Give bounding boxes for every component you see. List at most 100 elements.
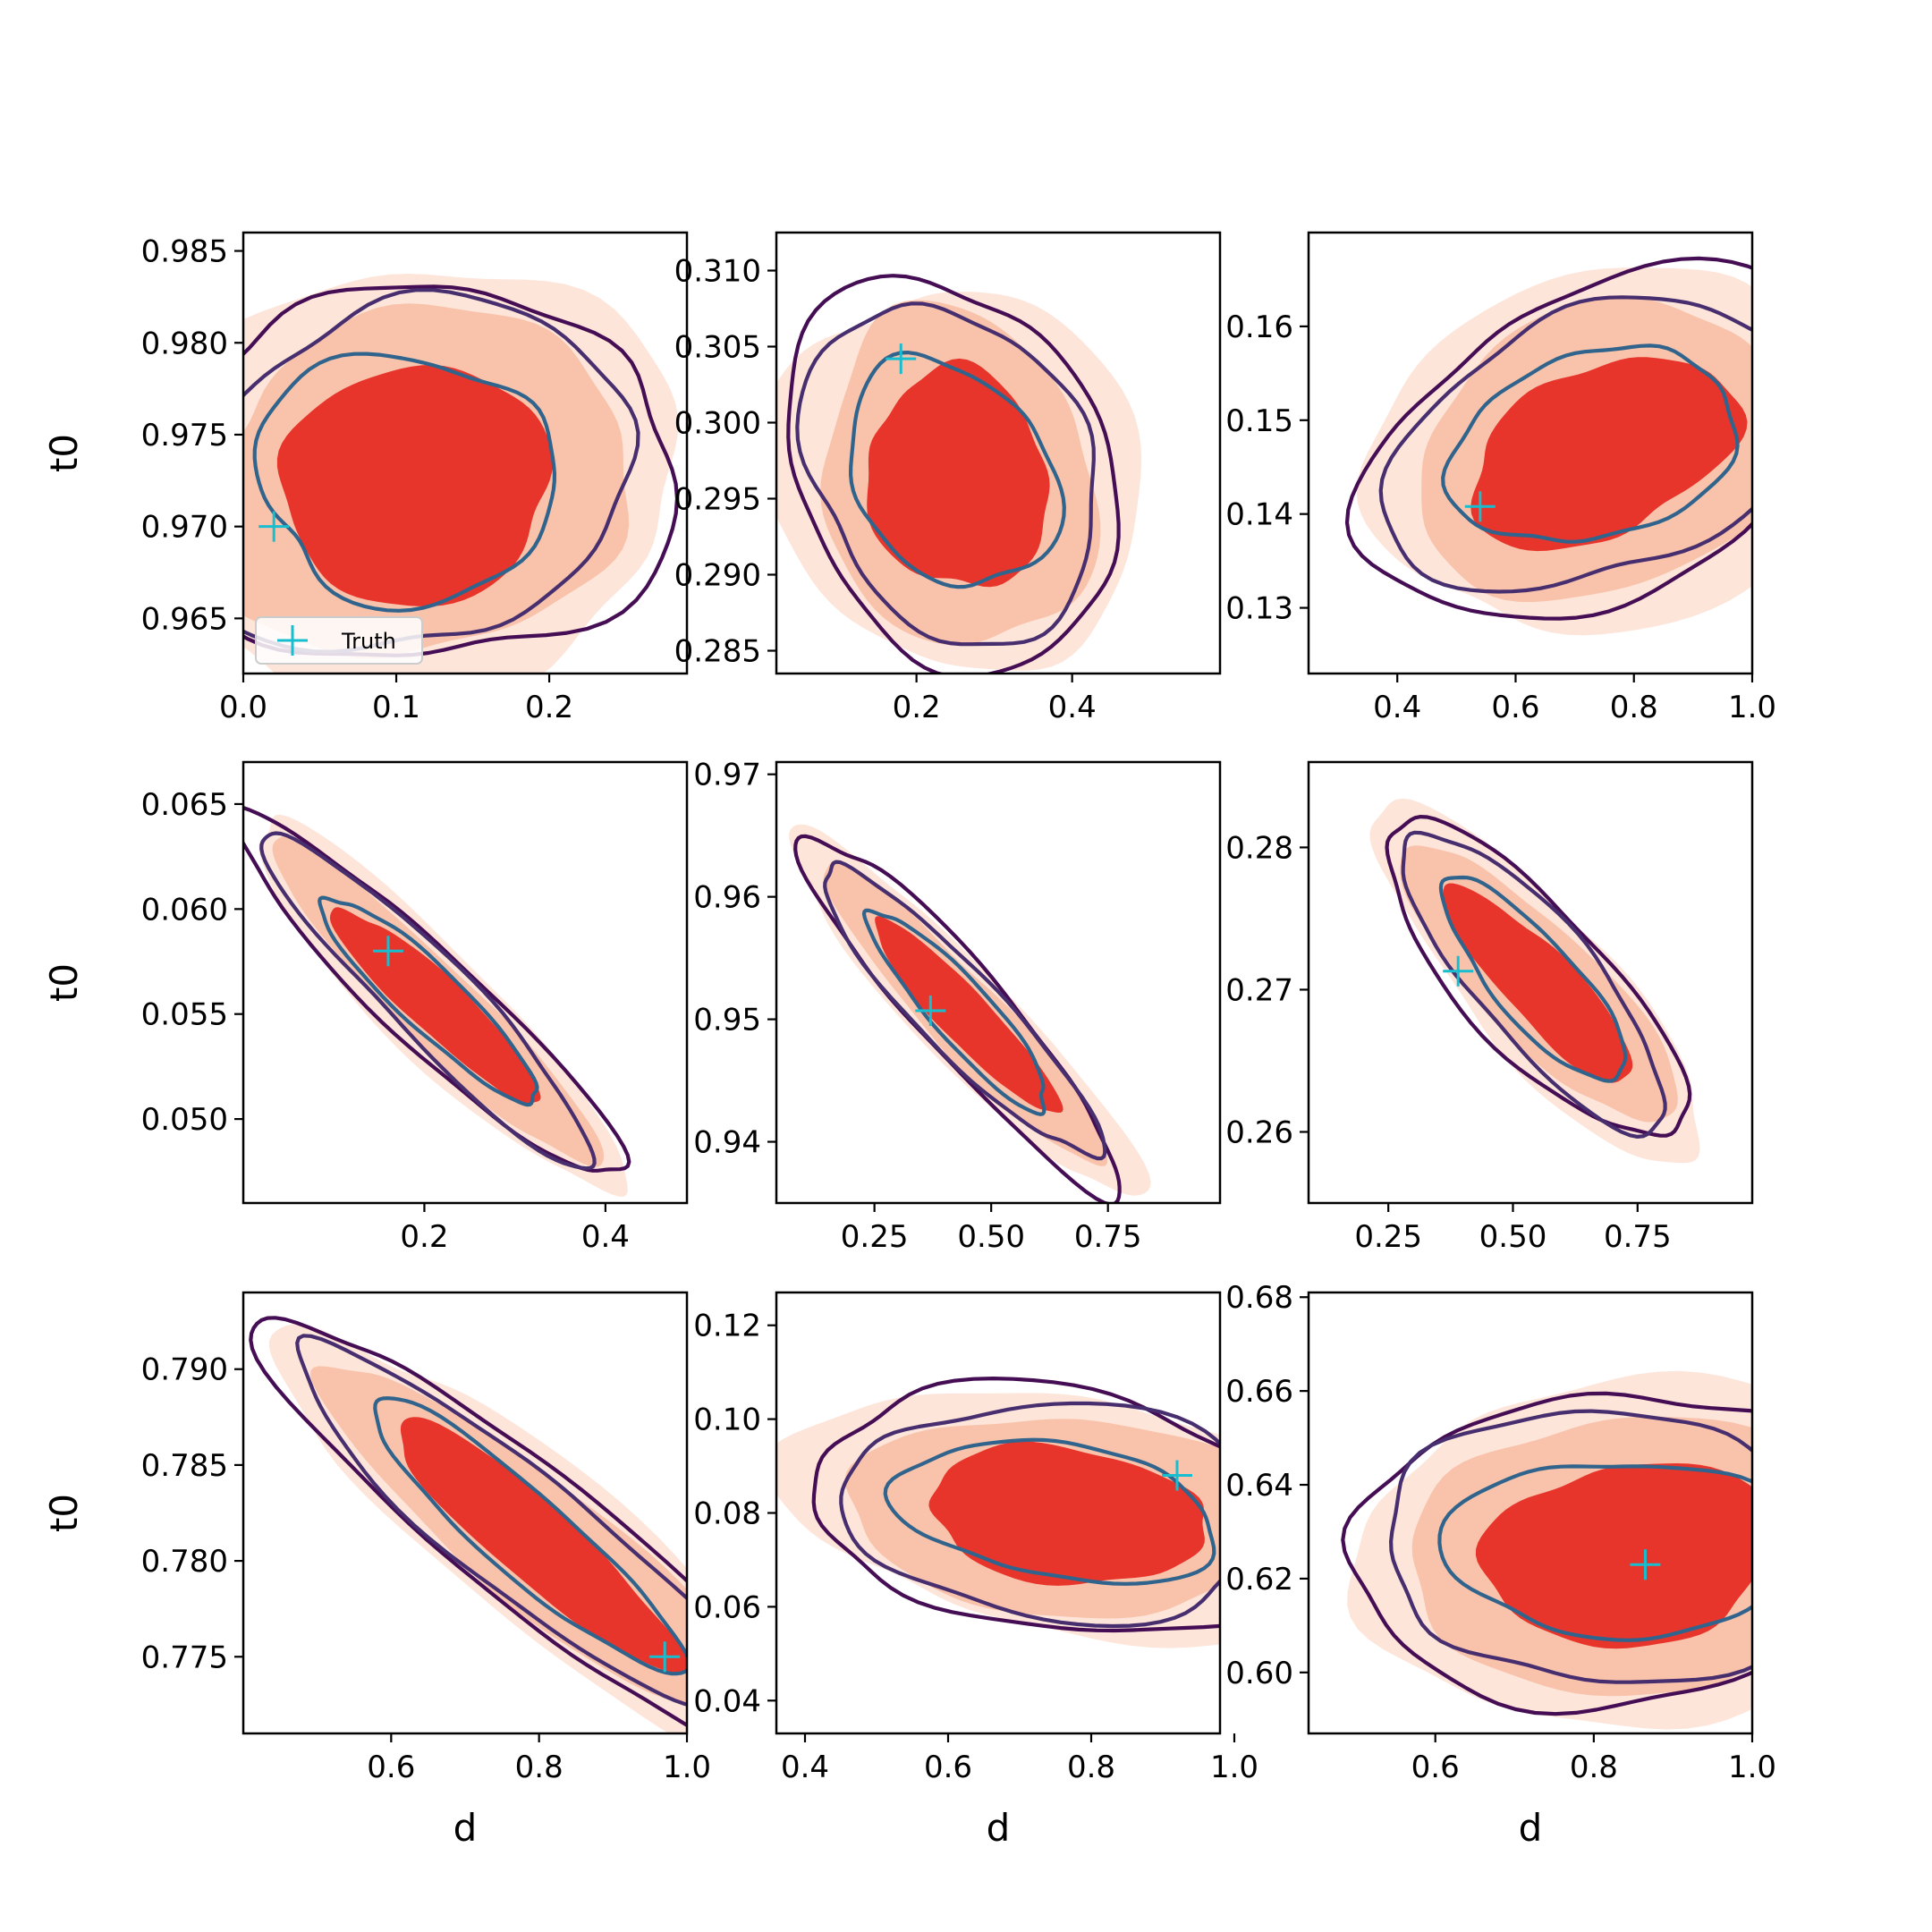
axes-frame — [1307, 231, 1754, 675]
density-fill-core — [1443, 883, 1633, 1083]
density-fill-core — [329, 907, 541, 1106]
contour-line-middle — [259, 831, 597, 1171]
x-axis-label: d — [453, 1806, 478, 1850]
x-tick-label: 0.6 — [367, 1750, 415, 1785]
contour-line-inner — [1441, 343, 1740, 544]
x-tick-label: 0.4 — [1048, 690, 1097, 725]
x-tick-label: 1.0 — [1210, 1750, 1258, 1785]
panel-9: 0.6 0.8 1.0 0.60 0.62 0.64 0.66 0.68 d — [1225, 1280, 1776, 1850]
y-tick-label: 0.305 — [674, 330, 761, 366]
density-fill-core — [1475, 1463, 1752, 1649]
axes-frame — [242, 1291, 689, 1735]
panel-4: 0.2 0.4 0.050 0.055 0.060 0.065 t0 — [42, 760, 689, 1255]
axes-frame — [775, 231, 1222, 675]
x-tick-label: 1.0 — [1728, 690, 1776, 725]
x-tick-label: 0.6 — [924, 1750, 972, 1785]
truth-marker — [1464, 491, 1496, 522]
contour-line-outer — [243, 284, 680, 657]
panel-6: 0.25 0.50 0.75 0.26 0.27 0.28 — [1225, 760, 1754, 1255]
y-tick-label: 0.295 — [674, 482, 761, 518]
axes-frame — [1307, 760, 1754, 1205]
y-tick-label: 0.26 — [1225, 1114, 1293, 1150]
panel-5: 0.25 0.50 0.75 0.94 0.95 0.96 0.97 — [693, 758, 1222, 1255]
truth-marker — [649, 1641, 681, 1673]
x-axis-label: d — [987, 1806, 1011, 1850]
x-tick-label: 0.25 — [841, 1219, 909, 1255]
truth-marker — [886, 343, 917, 375]
density-fill-core — [1470, 357, 1748, 552]
contour-line-middle — [1378, 295, 1752, 594]
x-tick-label: 0.75 — [1074, 1219, 1142, 1255]
truth-marker — [1443, 955, 1474, 987]
plot-area — [1341, 1370, 1752, 1730]
x-tick-label: 0.4 — [581, 1219, 630, 1255]
axes-frame — [775, 760, 1222, 1205]
plot-area — [243, 274, 680, 674]
y-tick-label: 0.27 — [1225, 972, 1293, 1008]
panel-1: 0.0 0.1 0.2 0.965 0.970 0.975 0.980 0.985 t0 Trut… — [42, 231, 689, 725]
contour-line-outer — [811, 1377, 1220, 1633]
contour-line-inner — [861, 908, 1046, 1116]
axes-frame — [242, 760, 689, 1205]
y-tick-label: 0.300 — [674, 406, 761, 442]
y-tick-label: 0.975 — [141, 418, 228, 453]
plot-area — [776, 274, 1142, 674]
contour-line-inner — [849, 351, 1066, 589]
truth-marker — [1162, 1460, 1192, 1491]
y-tick-label: 0.780 — [141, 1544, 228, 1580]
y-tick-label: 0.060 — [141, 892, 228, 928]
y-tick-label: 0.785 — [141, 1448, 228, 1484]
legend-truth-marker — [277, 625, 308, 656]
x-tick-label: 0.4 — [781, 1750, 829, 1785]
y-tick-label: 0.065 — [141, 787, 228, 823]
y-tick-label: 0.10 — [693, 1402, 761, 1438]
contour-line-outer — [786, 274, 1121, 674]
y-tick-label: 0.66 — [1225, 1374, 1293, 1410]
x-tick-label: 0.50 — [1479, 1219, 1547, 1255]
x-tick-label: 0.1 — [372, 690, 420, 725]
x-tick-label: 0.2 — [893, 690, 941, 725]
x-tick-label: 0.75 — [1604, 1219, 1672, 1255]
contour-line-middle — [795, 301, 1096, 647]
y-tick-label: 0.96 — [693, 880, 761, 916]
y-tick-label: 0.12 — [693, 1309, 761, 1344]
contour-line-outer — [1341, 1391, 1752, 1716]
legend-box — [255, 616, 423, 665]
contour-line-outer — [243, 805, 631, 1173]
y-tick-label: 0.310 — [674, 254, 761, 290]
y-axis-label: t0 — [42, 1494, 86, 1532]
plot-area — [249, 1316, 687, 1733]
y-tick-label: 0.980 — [141, 326, 228, 361]
y-tick-label: 0.64 — [1225, 1468, 1293, 1504]
density-fill-core — [875, 916, 1063, 1113]
contour-line-middle — [295, 1334, 687, 1707]
truth-marker — [1630, 1549, 1661, 1580]
contour-line-middle — [823, 860, 1107, 1161]
x-tick-label: 0.8 — [515, 1750, 564, 1785]
contour-line-outer — [1344, 256, 1752, 621]
axes-frame — [1307, 1291, 1754, 1735]
x-tick-label: 0.2 — [400, 1219, 448, 1255]
truth-marker — [915, 995, 946, 1026]
x-tick-label: 0.0 — [219, 690, 267, 725]
panel-7: 0.6 0.8 1.0 0.775 0.780 0.785 0.790 d t0 — [42, 1291, 711, 1850]
contour-line-inner — [252, 352, 556, 613]
density-fill-core — [867, 358, 1050, 588]
x-axis-label: d — [1519, 1806, 1543, 1850]
density-fill-core — [400, 1417, 687, 1674]
x-tick-label: 0.6 — [1491, 690, 1539, 725]
truth-marker — [372, 936, 403, 967]
contour-line-middle — [839, 1401, 1220, 1629]
y-tick-label: 0.28 — [1225, 830, 1293, 866]
contour-line-middle — [243, 288, 640, 654]
contour-line-middle — [1389, 1409, 1752, 1684]
y-tick-label: 0.13 — [1225, 591, 1293, 627]
panel-3: 0.4 0.6 0.8 1.0 0.13 0.14 0.15 0.16 — [1225, 231, 1776, 725]
legend: Truth — [255, 616, 423, 665]
x-tick-label: 0.25 — [1354, 1219, 1422, 1255]
contour-line-middle — [1401, 830, 1667, 1139]
contour-line-inner — [373, 1396, 687, 1676]
y-tick-label: 0.290 — [674, 558, 761, 594]
y-tick-label: 0.60 — [1225, 1656, 1293, 1691]
y-tick-label: 0.050 — [141, 1102, 228, 1138]
